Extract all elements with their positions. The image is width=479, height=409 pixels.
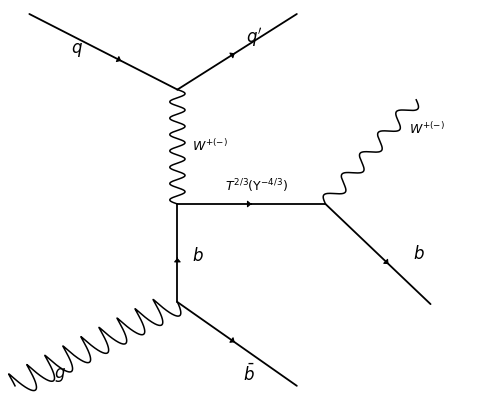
Text: $\bar{b}$: $\bar{b}$ [243,363,255,384]
Text: $W^{+(-)}$: $W^{+(-)}$ [409,121,445,137]
Text: $T^{2/3}(\mathrm{Y}^{-4/3})$: $T^{2/3}(\mathrm{Y}^{-4/3})$ [225,177,288,194]
Text: $W^{+(-)}$: $W^{+(-)}$ [192,137,228,153]
Text: $b$: $b$ [192,247,204,265]
Text: $b$: $b$ [413,245,424,263]
Text: $g$: $g$ [55,365,67,383]
Text: $q'$: $q'$ [246,26,262,49]
Text: $q$: $q$ [71,40,83,58]
